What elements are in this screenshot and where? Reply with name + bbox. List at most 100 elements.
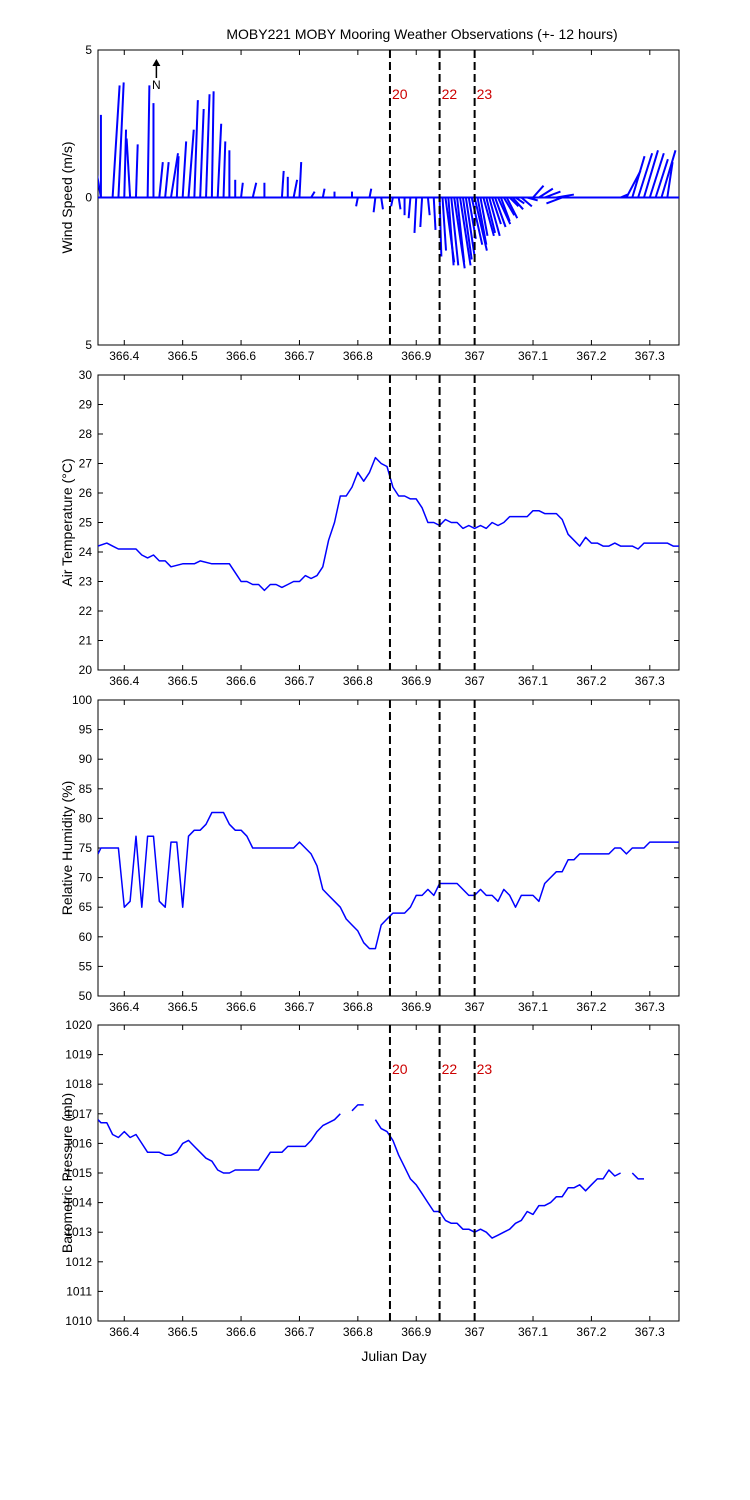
x-tick-label: 367 [465, 1000, 485, 1014]
y-tick-label: 55 [79, 959, 93, 973]
wind-vector [187, 129, 195, 198]
wind-vector [461, 197, 473, 260]
series-line-air_temperature [98, 456, 679, 592]
wind-vector [482, 197, 495, 237]
wind-vector [210, 91, 215, 198]
north-arrow-head [152, 59, 161, 66]
x-tick-label: 366.9 [401, 1325, 431, 1339]
y-tick-label: 20 [79, 663, 93, 677]
x-tick-label: 366.9 [401, 674, 431, 688]
x-tick-label: 367 [465, 674, 485, 688]
wind-vector [485, 197, 497, 234]
wind-vector [470, 197, 484, 245]
y-tick-label: 1010 [65, 1314, 92, 1328]
panel-air_temperature: 366.4 366.5 366.6 366.7 366.8 366.9 367 367.1 36… [59, 368, 680, 688]
y-tick-label: 1014 [65, 1196, 92, 1210]
north-label: N [152, 78, 161, 92]
wind-vector [426, 197, 431, 216]
marker-label: 23 [477, 86, 493, 102]
y-tick-label: 27 [79, 457, 93, 471]
y-tick-label: 22 [79, 604, 93, 618]
wind-vector [175, 156, 180, 198]
wind-vector [526, 196, 538, 202]
y-tick-label: 1012 [65, 1255, 92, 1269]
wind-vector [432, 197, 437, 231]
x-tick-label: 366.5 [168, 1325, 198, 1339]
x-tick-label: 367.3 [635, 674, 665, 688]
y-axis-label: Air Temperature (°C) [59, 458, 75, 586]
wind-vector [368, 188, 373, 198]
x-tick-label: 366.7 [284, 1325, 314, 1339]
x-tick-label: 366.8 [343, 674, 373, 688]
y-tick-label: 21 [79, 634, 93, 648]
y-tick-label: 60 [79, 930, 93, 944]
x-tick-label: 366.4 [109, 1000, 139, 1014]
y-tick-label: 80 [79, 811, 93, 825]
x-tick-label: 366.6 [226, 1000, 256, 1014]
wind-vector [117, 82, 125, 198]
y-tick-label: 28 [79, 427, 93, 441]
wind-vector [193, 100, 199, 198]
y-tick-label: 23 [79, 575, 93, 589]
x-tick-label: 366.9 [401, 349, 431, 363]
wind-vector [407, 197, 412, 219]
wind-vector [292, 179, 299, 198]
wind-vector [520, 196, 533, 208]
wind-vector [456, 197, 466, 263]
y-tick-label: 1019 [65, 1048, 92, 1062]
wind-vector [123, 129, 128, 198]
x-tick-label: 367.3 [635, 349, 665, 363]
y-tick-label: 70 [79, 871, 93, 885]
x-tick-label: 366.6 [226, 674, 256, 688]
wind-vector [479, 197, 489, 237]
y-axis-label: Wind Speed (m/s) [59, 141, 75, 253]
panel-barometric_pressure: 366.4 366.5 366.6 366.7 366.8 366.9 367 367.1 36… [59, 1018, 680, 1339]
wind-vector [170, 153, 179, 198]
wind-vector [158, 162, 164, 198]
y-tick-label: 5 [85, 338, 92, 352]
y-tick-label: 1020 [65, 1018, 92, 1032]
y-tick-label: 50 [79, 989, 93, 1003]
wind-vector [450, 197, 460, 266]
panel-relative_humidity: 366.4 366.5 366.6 366.7 366.8 366.9 367 367.1 36… [59, 693, 680, 1014]
y-tick-label: 1013 [65, 1225, 92, 1239]
wind-vector [502, 196, 516, 216]
x-tick-label: 367.2 [576, 349, 606, 363]
x-tick-label: 366.7 [284, 1000, 314, 1014]
wind-vector [240, 182, 244, 198]
wind-vector [98, 174, 102, 198]
wind-vector [298, 162, 303, 198]
y-tick-label: 1018 [65, 1077, 92, 1091]
wind-vector [390, 197, 394, 207]
x-tick-label: 366.8 [343, 349, 373, 363]
wind-vector [181, 141, 188, 198]
x-tick-label: 366.6 [226, 349, 256, 363]
wind-vector [491, 197, 502, 225]
wind-vector [620, 193, 629, 199]
y-tick-label: 65 [79, 900, 93, 914]
x-tick-label: 366.4 [109, 1325, 139, 1339]
wind-vector [514, 196, 525, 205]
wind-vector [511, 196, 524, 210]
wind-vector [643, 150, 659, 198]
x-tick-label: 367.1 [518, 349, 548, 363]
panel-frame [97, 699, 680, 997]
x-tick-label: 366.4 [109, 674, 139, 688]
y-tick-label: 100 [72, 693, 92, 707]
wind-vector [447, 197, 455, 266]
y-tick-label: 1017 [65, 1107, 92, 1121]
wind-vector [111, 85, 121, 198]
wind-vector [508, 196, 520, 208]
x-tick-label: 366.5 [168, 1000, 198, 1014]
wind-vector [660, 150, 677, 198]
x-tick-label: 367.2 [576, 674, 606, 688]
x-tick-label: 366.8 [343, 1325, 373, 1339]
x-tick-label: 366.9 [401, 1000, 431, 1014]
y-tick-label: 30 [79, 368, 93, 382]
wind-vector [146, 85, 151, 198]
x-tick-label: 366.6 [226, 1325, 256, 1339]
wind-vector [134, 144, 139, 198]
panel-data [98, 1104, 644, 1239]
panel-frame [97, 1024, 680, 1322]
panel-data [98, 811, 679, 950]
